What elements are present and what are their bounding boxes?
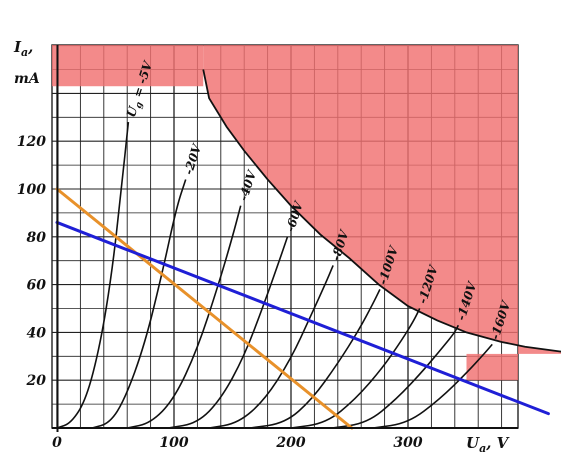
y-axis-unit: mA [14,71,40,87]
forbidden-boundary [202,69,561,353]
curve-label-2: -40V [236,167,259,202]
load-line-1 [55,220,550,416]
tick-labels: 0 100 200 300 20 40 60 80 100 120 [17,134,423,451]
x-tick-label: 0 [52,435,62,451]
x-tick-label: 100 [159,435,188,451]
y-tick-label: 120 [17,134,46,150]
forbidden-area-right-step [466,353,518,381]
y-tick-label: 60 [27,278,47,294]
curve-3 [168,236,289,429]
curve-5 [249,289,381,429]
load-line-0 [55,187,354,430]
y-tick-label: 20 [26,373,47,389]
y-tick-label: 100 [17,182,46,198]
x-axis-label: Ua, V [466,434,510,455]
curve-4 [208,265,334,429]
curve-8 [372,343,493,429]
curve-7 [331,324,460,429]
x-tick-label: 300 [393,435,422,451]
x-tick-label: 200 [275,435,305,451]
y-axis-label: Ia, [13,38,33,59]
axes [52,45,518,432]
forbidden-region [52,45,561,381]
curve-1 [91,179,187,429]
forbidden-area-main [52,45,561,354]
load-lines [55,187,550,430]
curve-2 [127,205,242,429]
curve-label-1: -20V [181,141,204,176]
curve-6 [290,308,421,429]
forbidden-area-top-left [52,45,204,87]
curve-0 [56,121,130,429]
y-tick-label: 80 [27,230,47,246]
y-tick-label: 40 [27,325,47,341]
